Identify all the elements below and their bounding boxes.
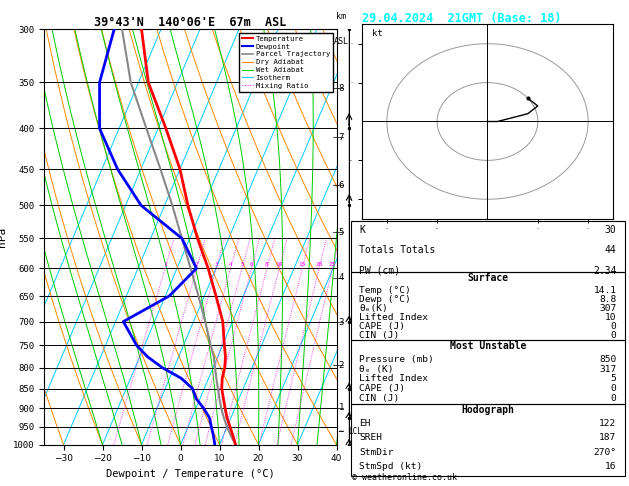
Text: Totals Totals: Totals Totals [359,245,435,255]
Bar [351,221,625,272]
Text: 5: 5 [240,262,244,267]
Text: 29.04.2024  21GMT (Base: 18): 29.04.2024 21GMT (Base: 18) [362,12,561,25]
Text: 2: 2 [338,361,344,370]
Text: LCL: LCL [348,427,362,436]
Text: CIN (J): CIN (J) [359,394,399,403]
Text: 0: 0 [611,322,616,331]
Text: ASL: ASL [334,37,348,47]
Text: 4: 4 [229,262,233,267]
Text: K: K [359,225,365,235]
Text: 307: 307 [599,304,616,313]
Bar [351,272,625,340]
Text: 4: 4 [338,273,344,282]
Text: 850: 850 [599,355,616,364]
Text: 6: 6 [250,262,253,267]
Text: 2: 2 [195,262,199,267]
Text: 44: 44 [604,245,616,255]
Text: 14.1: 14.1 [593,286,616,295]
Text: StmSpd (kt): StmSpd (kt) [359,462,423,471]
Text: 1: 1 [163,262,167,267]
Text: Pressure (mb): Pressure (mb) [359,355,434,364]
Text: CAPE (J): CAPE (J) [359,322,405,331]
Bar [351,403,625,476]
Text: EH: EH [359,419,370,428]
Text: kt: kt [372,29,382,38]
Text: Lifted Index: Lifted Index [359,375,428,383]
Text: Temp (°C): Temp (°C) [359,286,411,295]
Text: 5: 5 [611,375,616,383]
Text: 0: 0 [611,384,616,393]
Text: © weatheronline.co.uk: © weatheronline.co.uk [352,473,457,482]
Text: 15: 15 [299,262,306,267]
Y-axis label: hPa: hPa [0,227,8,247]
Text: 6: 6 [338,181,344,190]
Text: 7: 7 [338,133,344,142]
Title: 39°43'N  140°06'E  67m  ASL: 39°43'N 140°06'E 67m ASL [94,16,286,29]
Text: CAPE (J): CAPE (J) [359,384,405,393]
Text: 8: 8 [265,262,269,267]
Text: 10: 10 [605,313,616,322]
Text: 270°: 270° [593,448,616,456]
Text: 8.8: 8.8 [599,295,616,304]
Bar [351,340,625,403]
Text: 3: 3 [338,318,344,327]
Text: Hodograph: Hodograph [461,405,515,415]
Text: 0: 0 [611,331,616,340]
Text: 16: 16 [605,462,616,471]
Text: θₑ (K): θₑ (K) [359,365,394,374]
Text: 25: 25 [329,262,337,267]
Text: θₑ(K): θₑ(K) [359,304,388,313]
Text: 10: 10 [276,262,283,267]
Text: Most Unstable: Most Unstable [450,341,526,351]
Legend: Temperature, Dewpoint, Parcel Trajectory, Dry Adiabat, Wet Adiabat, Isotherm, Mi: Temperature, Dewpoint, Parcel Trajectory… [239,33,333,92]
Text: 20: 20 [315,262,323,267]
Text: PW (cm): PW (cm) [359,266,400,276]
Text: 317: 317 [599,365,616,374]
X-axis label: Dewpoint / Temperature (°C): Dewpoint / Temperature (°C) [106,469,275,479]
Text: Surface: Surface [467,274,508,283]
Text: 3: 3 [214,262,218,267]
Text: 1: 1 [338,403,344,412]
Text: StmDir: StmDir [359,448,394,456]
Text: CIN (J): CIN (J) [359,331,399,340]
Text: Lifted Index: Lifted Index [359,313,428,322]
Text: Dewp (°C): Dewp (°C) [359,295,411,304]
Text: 8: 8 [338,84,344,93]
Text: 5: 5 [338,227,344,237]
Text: 187: 187 [599,433,616,442]
Text: 30: 30 [604,225,616,235]
Text: 2.34: 2.34 [593,266,616,276]
Text: 0: 0 [611,394,616,403]
Text: 122: 122 [599,419,616,428]
Text: km: km [337,12,346,21]
Text: SREH: SREH [359,433,382,442]
